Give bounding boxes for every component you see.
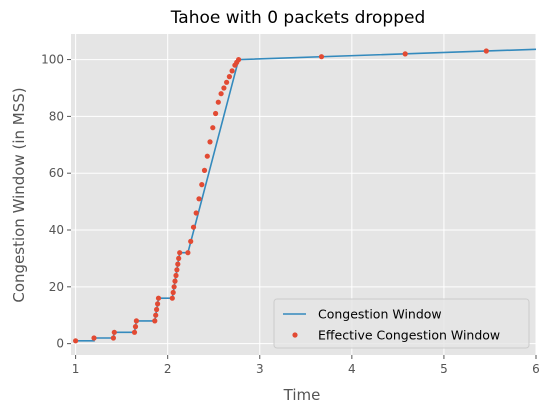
y-tick-label: 0: [56, 337, 64, 351]
y-tick-labels: 0 20 40 60 80 100: [41, 53, 71, 351]
effective-window-point: [111, 329, 117, 335]
effective-window-point: [185, 250, 191, 256]
effective-window-point: [177, 250, 183, 256]
effective-window-point: [170, 289, 176, 296]
effective-window-point: [110, 335, 116, 341]
y-axis-label: Congestion Window (in MSS): [10, 87, 28, 302]
effective-window-point: [201, 167, 208, 173]
y-tick-label: 20: [49, 280, 64, 294]
effective-window-point: [218, 91, 224, 97]
x-tick-label: 1: [72, 362, 80, 376]
effective-window-point: [193, 210, 199, 216]
effective-window-point: [154, 306, 160, 313]
y-tick-label: 100: [41, 53, 64, 67]
effective-window-point: [207, 139, 213, 145]
effective-window-point: [132, 324, 139, 330]
effective-window-point: [133, 318, 139, 324]
effective-window-point: [171, 284, 177, 290]
effective-window-point: [196, 196, 202, 202]
effective-window-point: [91, 335, 97, 341]
effective-window-point: [153, 312, 159, 318]
legend-label-effective-window: Effective Congestion Window: [318, 328, 500, 343]
legend: Congestion Window Effective Congestion W…: [273, 298, 530, 349]
x-axis-label: Time: [283, 386, 321, 404]
x-tick-label: 3: [256, 362, 264, 376]
effective-window-point: [199, 182, 205, 188]
legend-box: [273, 298, 530, 349]
y-tick-label: 40: [49, 223, 64, 237]
effective-window-point: [175, 261, 181, 267]
effective-window-point: [188, 238, 194, 244]
x-tick-label: 2: [164, 362, 172, 376]
effective-window-point: [236, 57, 242, 63]
x-tick-labels: 1 2 3 4 5 6: [72, 355, 540, 376]
effective-window-point: [318, 54, 325, 60]
effective-window-point: [210, 125, 216, 131]
y-tick-label: 80: [49, 109, 64, 123]
effective-window-point: [73, 338, 79, 344]
x-tick-label: 4: [348, 362, 356, 376]
x-tick-label: 5: [440, 362, 448, 376]
legend-point-swatch: [292, 332, 298, 338]
chart-title: Tahoe with 0 packets dropped: [170, 8, 426, 28]
effective-window-point: [215, 99, 221, 105]
effective-window-point: [152, 318, 158, 324]
effective-window-point: [224, 79, 230, 85]
effective-window-point: [169, 295, 175, 301]
effective-window-point: [221, 85, 227, 91]
effective-window-point: [204, 153, 210, 159]
effective-window-point: [226, 74, 232, 80]
effective-window-point: [213, 110, 219, 117]
effective-window-point: [483, 48, 489, 54]
effective-window-point: [176, 255, 182, 261]
effective-window-point: [131, 329, 138, 335]
effective-window-point: [173, 272, 179, 279]
effective-window-point: [229, 68, 235, 74]
effective-window-point: [155, 301, 161, 307]
effective-window-point: [174, 267, 180, 273]
effective-window-point: [172, 278, 178, 284]
y-tick-label: 60: [49, 166, 64, 180]
x-tick-label: 6: [532, 362, 540, 376]
data-series: [73, 48, 537, 344]
effective-window-point: [155, 295, 162, 301]
effective-window-point: [190, 224, 197, 230]
legend-label-congestion-window: Congestion Window: [318, 307, 442, 322]
effective-window-point: [402, 51, 408, 57]
